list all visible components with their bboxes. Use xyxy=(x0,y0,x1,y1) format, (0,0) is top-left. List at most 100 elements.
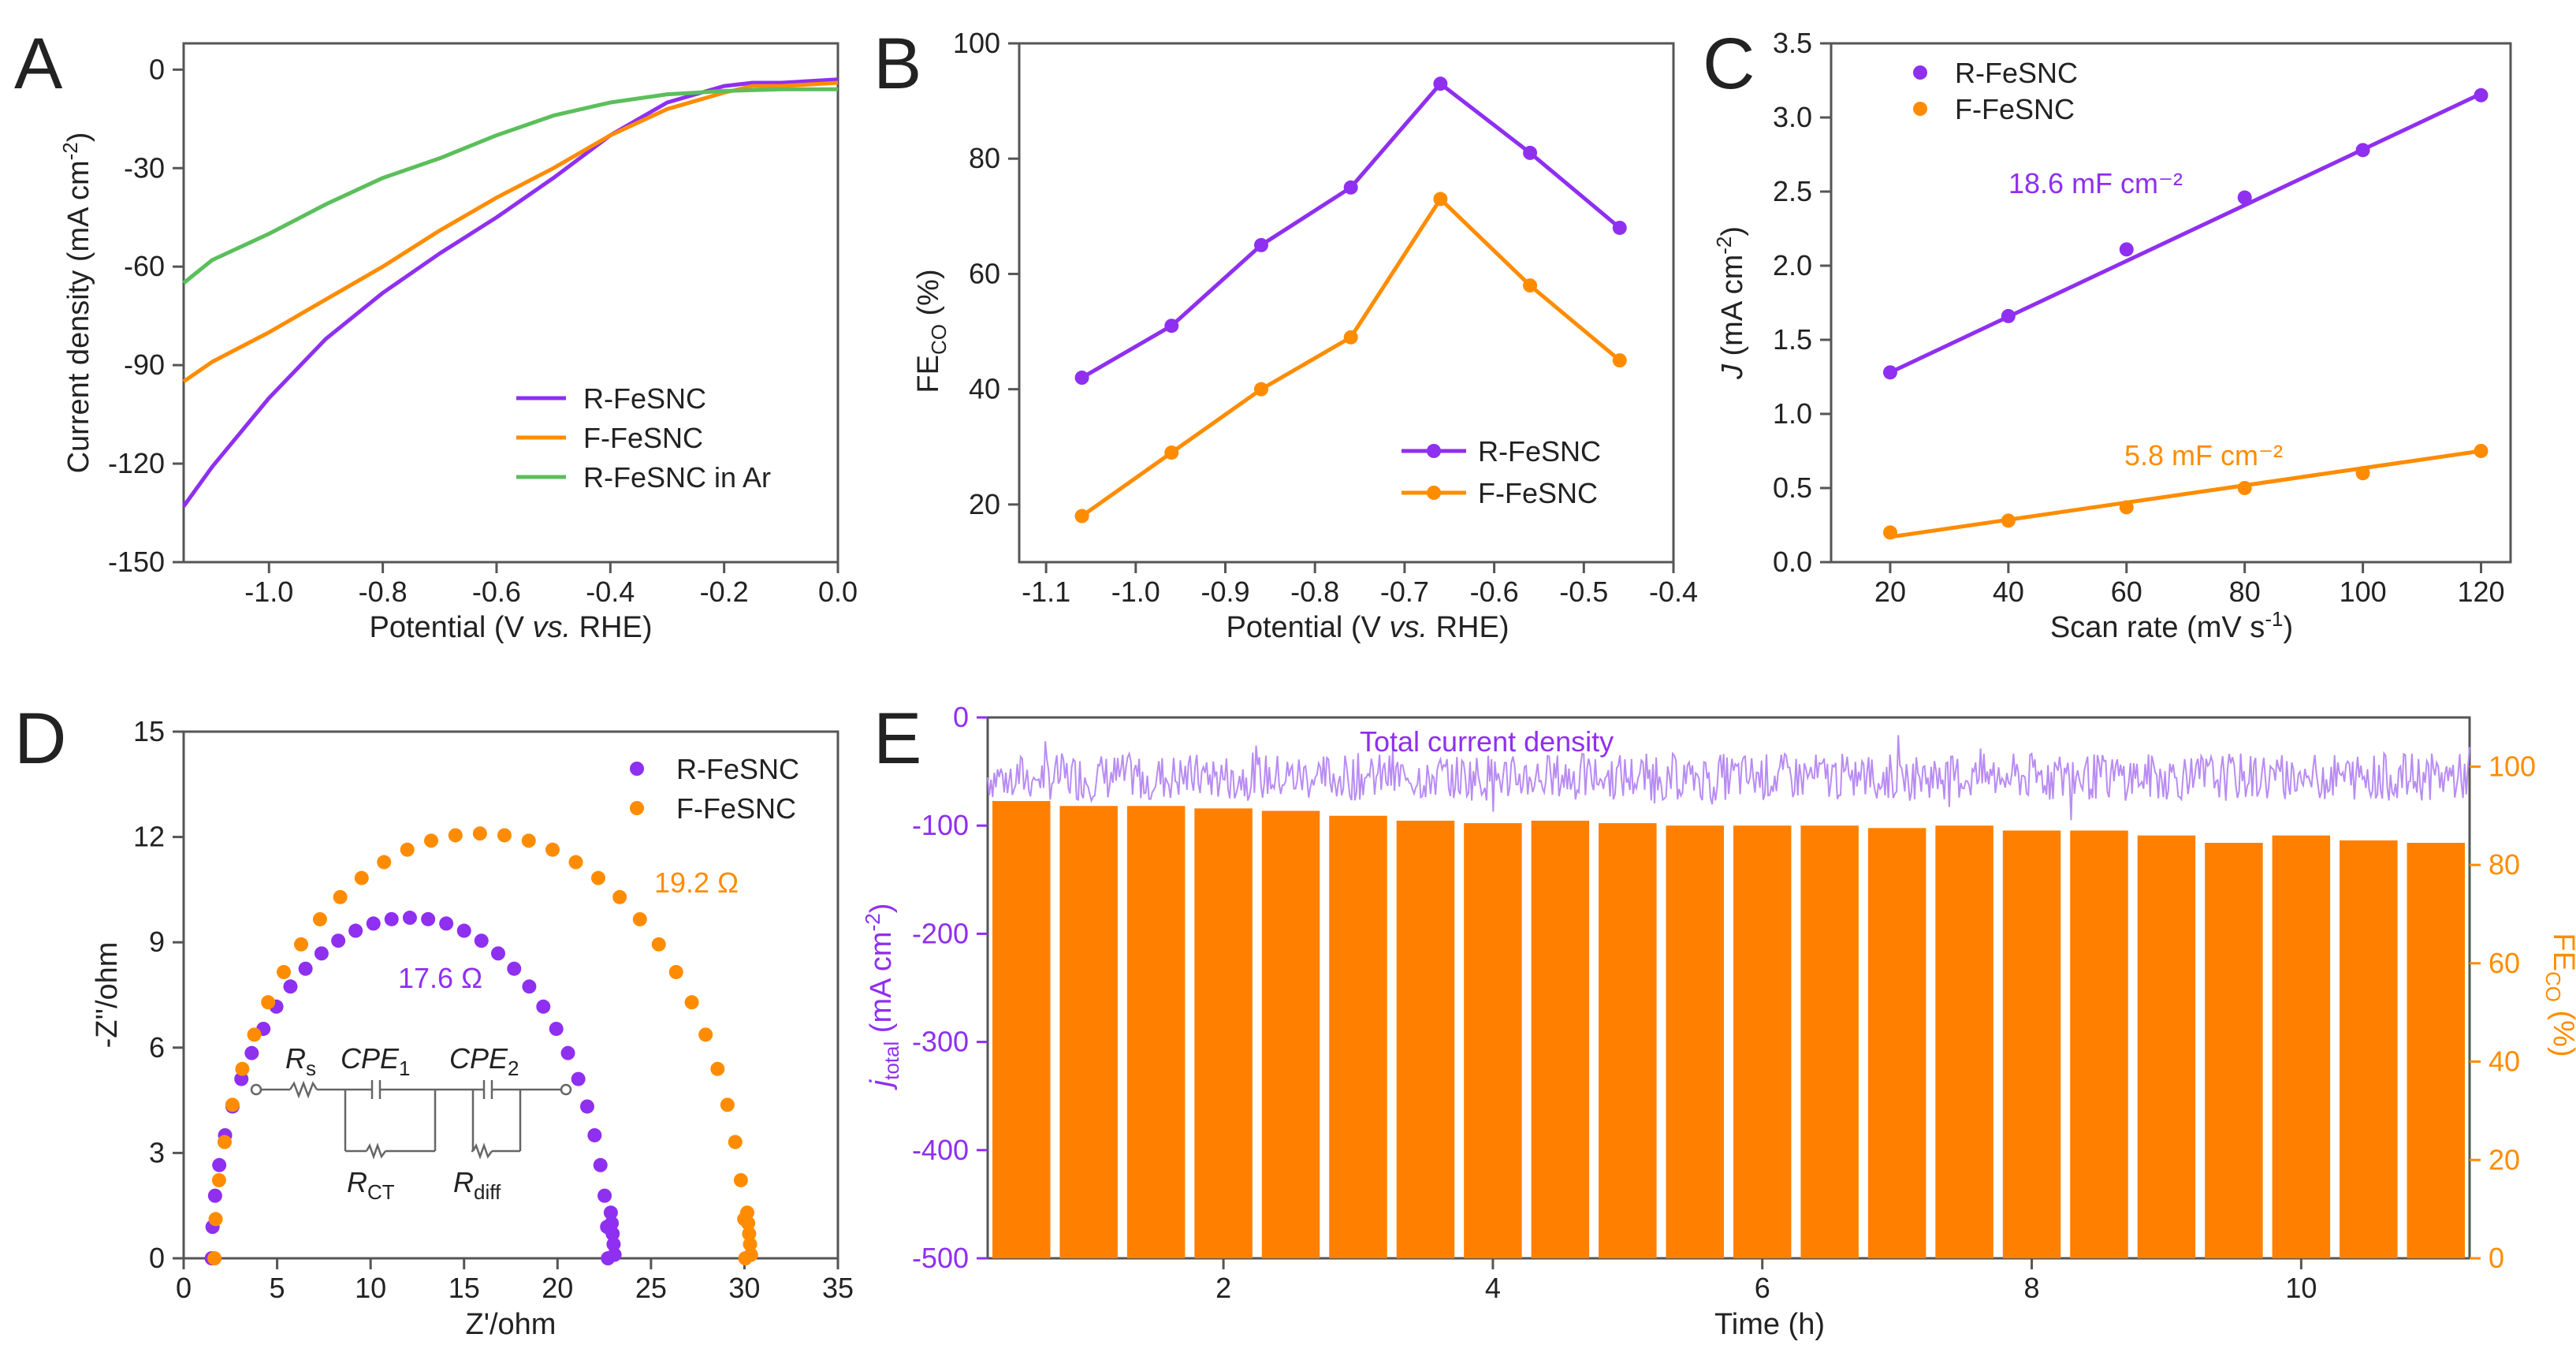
panel-e-plot-frame xyxy=(986,716,2471,1260)
y-tick-label: 2.5 xyxy=(1773,175,1812,207)
y-tick-label-left: -100 xyxy=(912,809,969,841)
nyquist-point xyxy=(593,1157,608,1172)
nyquist-point xyxy=(314,946,329,961)
y-tick-label: 1.0 xyxy=(1773,397,1812,430)
panel-e-y-label-right: FECO (%) xyxy=(2541,933,2576,1056)
panel-e-y-label-left: jtotal (mA cm-2) xyxy=(861,904,903,1091)
data-point xyxy=(1074,371,1089,386)
y-tick-label: 3.5 xyxy=(1773,27,1812,59)
nyquist-point xyxy=(545,842,560,857)
y-tick-label-right: 80 xyxy=(2489,848,2520,881)
y-tick-label: 0 xyxy=(149,1242,165,1274)
fe-bar xyxy=(1126,806,1186,1258)
x-tick-label: 20 xyxy=(1874,576,1906,608)
fe-bar xyxy=(1194,808,1253,1258)
data-point xyxy=(1612,220,1627,235)
equivalent-circuit-inset xyxy=(250,1080,572,1160)
y-tick-label: -60 xyxy=(124,250,165,282)
panel-c-chart: C 20 40 60 80 100 120 0.0 0.5 1.0 1.5 2.0 2.5 3.0 3.5… xyxy=(1703,24,2512,644)
nyquist-point xyxy=(743,1247,758,1262)
fe-bar xyxy=(992,801,1051,1258)
nyquist-point xyxy=(439,916,454,931)
panel-b-y-label: FECO (%) xyxy=(912,269,951,393)
x-tick-label: -0.4 xyxy=(1649,576,1698,608)
y-tick-label-left: -300 xyxy=(912,1026,969,1058)
panel-a-legend: R-FeSNC F-FeSNC R-FeSNC in Ar xyxy=(516,382,771,494)
y-tick-label: 20 xyxy=(969,488,1000,520)
nyquist-point xyxy=(294,937,309,952)
nyquist-point xyxy=(366,916,381,931)
x-tick-label: 0 xyxy=(176,1272,192,1304)
y-tick-label: 40 xyxy=(969,373,1000,405)
nyquist-point xyxy=(283,979,298,994)
nyquist-point xyxy=(472,826,487,841)
nyquist-point xyxy=(571,1071,586,1086)
y-tick-label-right: 60 xyxy=(2489,947,2520,979)
fe-bar xyxy=(1800,825,1859,1258)
nyquist-point xyxy=(247,1027,262,1042)
x-tick-label: -0.8 xyxy=(359,576,408,608)
x-tick-label: -0.5 xyxy=(1559,576,1608,608)
panel-c-letter: C xyxy=(1703,24,1755,104)
panel-d-x-label: Z'/ohm xyxy=(466,1308,557,1341)
nyquist-point xyxy=(208,1212,223,1227)
panel-c-legend: R-FeSNC F-FeSNC xyxy=(1913,57,2078,125)
y-tick-label: 12 xyxy=(133,821,165,853)
fe-bar xyxy=(2272,835,2331,1258)
y-tick-label: 100 xyxy=(953,27,1000,59)
panel-d-y-label: -Z''/ohm xyxy=(91,942,124,1049)
nyquist-point xyxy=(536,999,551,1014)
data-point xyxy=(2119,242,2134,257)
nyquist-point xyxy=(605,1226,620,1241)
legend-label-r-fesnc: R-FeSNC xyxy=(676,753,799,785)
circuit-terminal-right xyxy=(560,1083,572,1096)
nyquist-point xyxy=(207,1251,222,1265)
nyquist-point xyxy=(235,1061,250,1076)
data-point xyxy=(2474,444,2489,458)
fe-bar xyxy=(2407,843,2466,1258)
fe-bar xyxy=(2070,830,2128,1258)
panel-c-plot-frame xyxy=(1830,42,2512,564)
fe-bar xyxy=(1867,828,1926,1258)
y-tick-label: 80 xyxy=(969,142,1000,174)
legend-label-f-fesnc: F-FeSNC xyxy=(1478,477,1598,509)
panel-a-x-label: Potential (V vs. RHE) xyxy=(369,611,652,644)
fe-bar xyxy=(1935,825,1993,1258)
y-tick-label: 2.0 xyxy=(1773,249,1812,281)
legend-label-r-fesnc: R-FeSNC xyxy=(1955,57,2078,89)
series-line-r-fesnc xyxy=(181,77,839,508)
x-tick-label: -0.7 xyxy=(1380,576,1429,608)
resistance-label-r-fesnc: 17.6 Ω xyxy=(398,962,482,994)
x-tick-label: 0.0 xyxy=(818,576,858,608)
nyquist-point xyxy=(597,1188,612,1203)
nyquist-point xyxy=(590,870,605,885)
y-tick-label-left: -500 xyxy=(912,1242,969,1274)
x-tick-label: -0.8 xyxy=(1290,576,1339,608)
nyquist-point xyxy=(710,1061,725,1076)
panel-d-plot-frame xyxy=(182,730,839,1260)
resistance-label-f-fesnc: 19.2 Ω xyxy=(654,866,739,899)
panel-b-plot-frame xyxy=(1018,42,1675,564)
x-tick-label: 2 xyxy=(1215,1272,1231,1304)
nyquist-point xyxy=(402,911,417,926)
total-current-density-label: Total current density xyxy=(1360,725,1614,758)
nyquist-point xyxy=(612,889,627,904)
x-tick-label: 35 xyxy=(822,1272,854,1304)
data-point xyxy=(2237,481,2252,495)
y-tick-label: 9 xyxy=(149,926,165,958)
fe-bar xyxy=(1666,825,1725,1258)
circuit-label-rdiff: Rdiff xyxy=(453,1166,501,1204)
data-point xyxy=(1612,353,1627,368)
data-point xyxy=(1882,525,1897,540)
nyquist-point xyxy=(456,923,471,938)
nyquist-point xyxy=(698,1027,713,1042)
circuit-resistor-rdiff xyxy=(471,1142,493,1160)
panel-a-chart: A -1.0 -0.8 -0.6 -0.4 -0.2 0.0 0 -30 -60 -90 -120 -… xyxy=(14,24,858,644)
data-point xyxy=(2001,308,2016,323)
x-tick-label: 6 xyxy=(1755,1272,1770,1304)
data-point xyxy=(1433,192,1448,207)
panel-b-x-label: Potential (V vs. RHE) xyxy=(1226,611,1509,644)
x-tick-label: -1.0 xyxy=(1111,576,1160,608)
y-tick-label-left: 0 xyxy=(953,701,969,733)
nyquist-point xyxy=(668,964,683,979)
